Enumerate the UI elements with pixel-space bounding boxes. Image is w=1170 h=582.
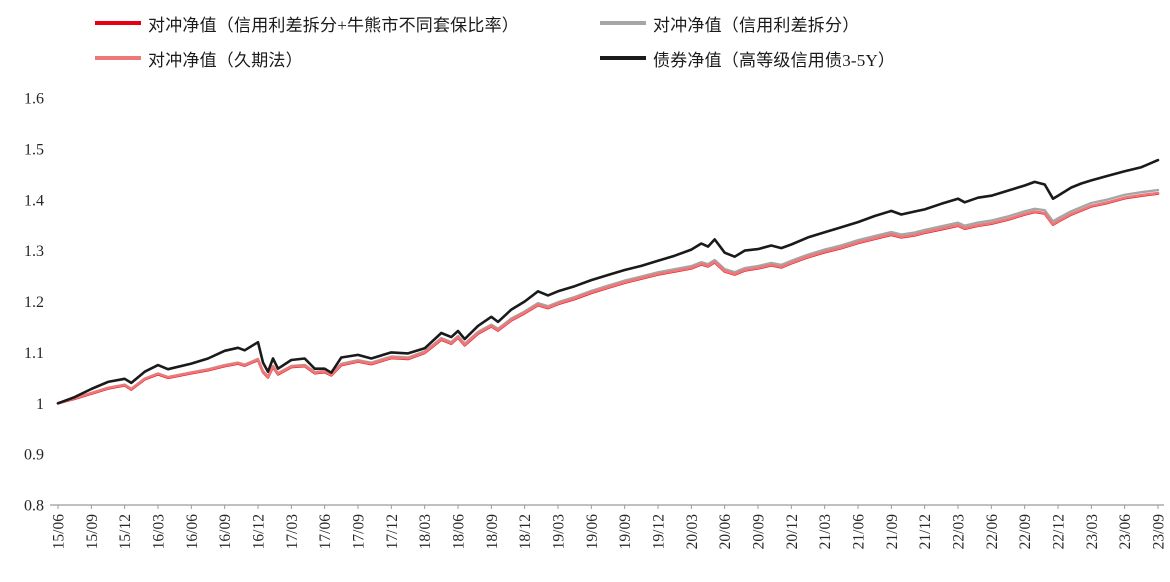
x-axis-label: 23/09 [1151, 514, 1168, 550]
x-axis-label: 15/06 [51, 514, 68, 550]
y-axis-label: 1.5 [24, 141, 44, 158]
y-axis-label: 0.9 [24, 447, 44, 464]
legend-item-hedge-credit-spread-bullbear: 对冲净值（信用利差拆分+牛熊市不同套保比率） [95, 12, 600, 35]
x-axis-label: 23/03 [1084, 514, 1101, 550]
x-axis-label: 22/03 [951, 514, 968, 550]
x-axis-label: 16/06 [184, 514, 201, 550]
x-axis-label: 16/03 [151, 514, 168, 550]
x-axis-label: 15/09 [84, 514, 101, 550]
x-axis-label: 18/09 [484, 514, 501, 550]
series-line-0 [56, 192, 1160, 405]
legend-label: 对冲净值（久期法） [148, 50, 303, 70]
x-axis-label: 18/12 [517, 514, 534, 549]
x-axis-label: 18/03 [417, 514, 434, 550]
series-line-2 [56, 191, 1160, 405]
legend-item-bond-nav: 债券净值（高等级信用债3-5Y） [600, 47, 1160, 70]
x-axis-label: 17/12 [384, 514, 401, 549]
x-axis-label: 17/03 [284, 514, 301, 550]
x-axis-label: 19/09 [617, 514, 634, 550]
x-axis-label: 18/06 [451, 514, 468, 550]
legend-item-hedge-duration: 对冲净值（久期法） [95, 47, 600, 70]
x-axis-label: 20/09 [751, 514, 768, 550]
series-line-3 [56, 158, 1160, 405]
y-axis-label: 1.1 [24, 345, 44, 362]
chart-legend: 对冲净值（信用利差拆分+牛熊市不同套保比率） 对冲净值（信用利差拆分） 对冲净值… [95, 12, 1160, 70]
legend-item-hedge-credit-spread: 对冲净值（信用利差拆分） [600, 12, 1160, 35]
x-axis-label: 21/12 [917, 514, 934, 549]
legend-swatch-gray [600, 21, 646, 25]
x-axis-label: 16/09 [217, 514, 234, 550]
x-axis-label: 19/12 [651, 514, 668, 549]
legend-label: 对冲净值（信用利差拆分） [653, 15, 860, 35]
x-axis-label: 19/03 [551, 514, 568, 550]
x-axis-label: 20/06 [717, 514, 734, 550]
legend-swatch-pink [95, 56, 141, 60]
x-axis-label: 17/09 [351, 514, 368, 550]
legend-swatch-red [95, 21, 141, 25]
x-axis-label: 22/06 [984, 514, 1001, 550]
legend-label: 对冲净值（信用利差拆分+牛熊市不同套保比率） [148, 15, 519, 35]
x-axis-label: 21/09 [884, 514, 901, 550]
legend-swatch-black [600, 56, 646, 60]
x-axis-label: 23/06 [1117, 514, 1134, 550]
x-axis-label: 22/12 [1051, 514, 1068, 549]
y-axis-label: 0.8 [24, 498, 44, 515]
y-axis-label: 1.6 [24, 91, 44, 108]
x-axis-label: 21/06 [851, 514, 868, 550]
x-axis-label: 15/12 [117, 514, 134, 549]
x-axis-label: 22/09 [1017, 514, 1034, 550]
y-axis-label: 1 [36, 396, 44, 413]
x-axis-label: 16/12 [251, 514, 268, 549]
x-axis-label: 21/03 [817, 514, 834, 550]
y-axis-label: 1.2 [24, 294, 44, 311]
x-axis-label: 17/06 [317, 514, 334, 550]
y-axis-label: 1.4 [24, 192, 44, 209]
x-axis-label: 20/03 [684, 514, 701, 550]
x-axis-label: 20/12 [784, 514, 801, 549]
x-axis-label: 19/06 [584, 514, 601, 550]
legend-label: 债券净值（高等级信用债3-5Y） [653, 50, 896, 70]
y-axis-label: 1.3 [24, 243, 44, 260]
